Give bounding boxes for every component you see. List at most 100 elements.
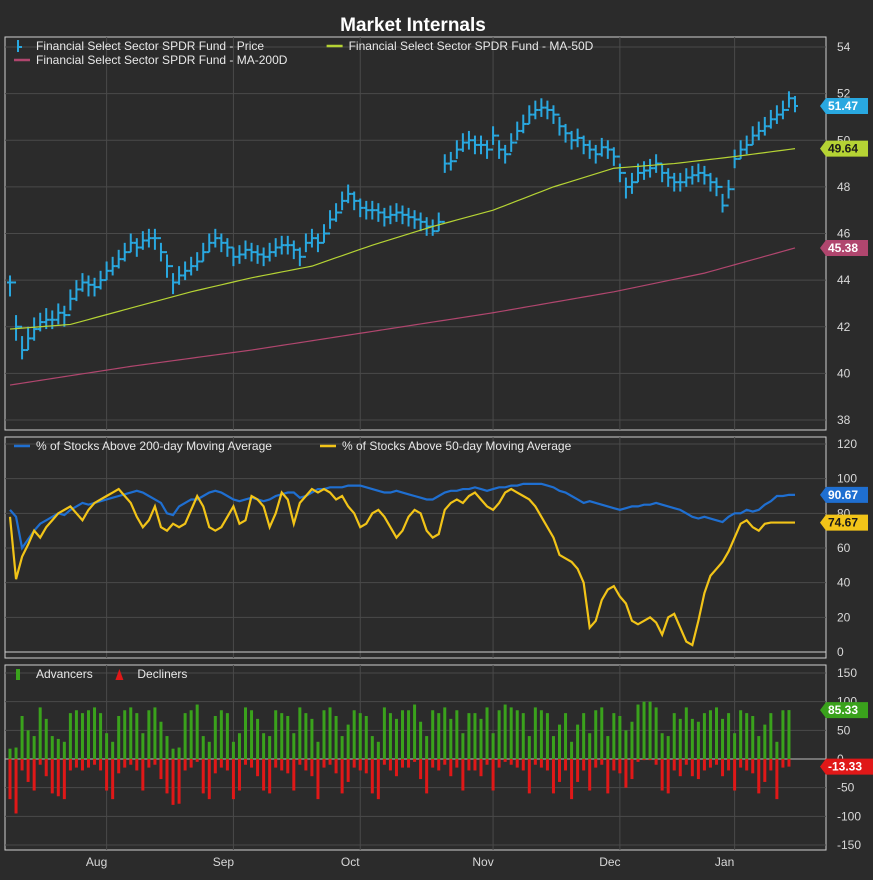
advancers-bar	[44, 718, 48, 759]
decliners-bar	[407, 759, 411, 768]
decliners-bar	[394, 759, 398, 777]
decliners-bar	[244, 759, 247, 765]
legend-label: % of Stocks Above 50-day Moving Average	[342, 439, 572, 453]
advancers-bar	[183, 713, 187, 759]
ma50-line	[9, 148, 796, 330]
advancers-bar	[425, 736, 429, 759]
panel-advdec: -150-100-5005010015085.33-13.33Advancers…	[4, 664, 873, 852]
decliners-bar	[618, 759, 622, 774]
y-tick-label: 150	[837, 666, 857, 680]
legend-label: Financial Select Sector SPDR Fund - Pric…	[36, 39, 264, 53]
decliners-bar	[781, 759, 785, 768]
advancers-bar	[195, 704, 199, 759]
decliners-bar	[129, 759, 133, 765]
decliners-bar	[690, 759, 694, 777]
decliners-bar	[219, 759, 223, 768]
decliners-bar	[262, 759, 266, 791]
decliners-bar	[757, 759, 761, 794]
decliners-bar	[80, 759, 84, 771]
decliners-bar	[551, 759, 555, 794]
decliners-bar	[654, 759, 658, 765]
advancers-bar	[207, 741, 211, 759]
decliners-bar	[117, 759, 121, 774]
advancers-bar	[648, 701, 652, 759]
decliners-bar	[485, 759, 489, 765]
advancers-bar	[105, 733, 109, 759]
y-tick-label: 42	[837, 320, 851, 334]
advancers-bar	[256, 718, 260, 759]
advancers-bar	[129, 707, 133, 759]
advancers-bar	[564, 713, 568, 759]
decliners-bar	[672, 759, 676, 771]
x-tick-label: Jan	[715, 855, 734, 869]
decliners-bar	[769, 759, 773, 771]
advancers-bar	[672, 713, 676, 759]
last-value-label: 51.47	[828, 99, 858, 113]
x-tick-label: Aug	[86, 855, 107, 869]
advancers-bar	[26, 730, 30, 759]
decliners-bar	[642, 759, 646, 761]
decliners-bar	[449, 759, 453, 777]
advancers-bar	[545, 713, 549, 759]
advancers-bar	[213, 716, 217, 759]
decliners-bar	[62, 759, 66, 800]
advancers-bar	[606, 736, 610, 759]
x-tick-label: Sep	[213, 855, 235, 869]
advancers-bar	[467, 713, 471, 759]
advancers-bar	[600, 707, 604, 759]
advancers-bar	[298, 707, 302, 759]
decliners-bar	[473, 759, 477, 771]
decliners-bar	[660, 759, 664, 791]
advancers-bar	[340, 736, 344, 759]
y-tick-label: 60	[837, 541, 851, 555]
decliners-bar	[787, 759, 791, 767]
y-tick-label: 40	[837, 366, 851, 380]
decliners-bar	[425, 759, 429, 794]
advancers-bar	[497, 710, 501, 759]
decliners-bar	[50, 759, 54, 794]
y-tick-label: 48	[837, 180, 851, 194]
advancers-bar	[38, 707, 42, 759]
decliners-bar	[708, 759, 712, 768]
decliners-bar	[310, 759, 314, 777]
decliners-bar	[225, 759, 229, 771]
panel-price: 38404244464850525451.4749.6445.38Financi…	[4, 36, 868, 431]
advancers-bar	[775, 741, 779, 759]
advancers-bar	[231, 741, 235, 759]
advancers-bar	[62, 741, 66, 759]
decliners-bar	[141, 759, 145, 791]
advancers-bar	[352, 710, 356, 759]
advancers-bar	[358, 713, 362, 759]
decliners-bar	[177, 759, 181, 804]
advancers-bar	[141, 733, 145, 759]
y-tick-label: 52	[837, 87, 851, 101]
advancers-bar	[588, 733, 592, 759]
y-tick-label: -100	[837, 809, 861, 823]
decliners-bar	[87, 759, 90, 768]
decliners-bar	[56, 759, 60, 797]
decliners-bar	[702, 759, 706, 771]
decliners-bar	[183, 759, 187, 771]
advancers-bar	[558, 724, 561, 759]
decliners-bar	[207, 759, 211, 800]
decliners-bar	[558, 759, 561, 782]
advancers-bar	[576, 724, 580, 759]
advancers-bar	[286, 716, 290, 759]
advancers-bar	[280, 713, 284, 759]
legend-swatch	[115, 669, 124, 680]
decliners-bar	[213, 759, 217, 774]
advancers-bar	[684, 707, 688, 759]
decliners-bar	[159, 759, 163, 780]
y-tick-label: 100	[837, 472, 857, 486]
decliners-bar	[20, 759, 24, 771]
advancers-bar	[165, 736, 169, 759]
advancers-bar	[99, 713, 103, 759]
decliners-bar	[431, 759, 435, 768]
advancers-bar	[50, 736, 54, 759]
decliners-bar	[388, 759, 392, 771]
advancers-bar	[582, 713, 586, 759]
decliners-bar	[322, 759, 326, 768]
advancers-bar	[539, 710, 543, 759]
